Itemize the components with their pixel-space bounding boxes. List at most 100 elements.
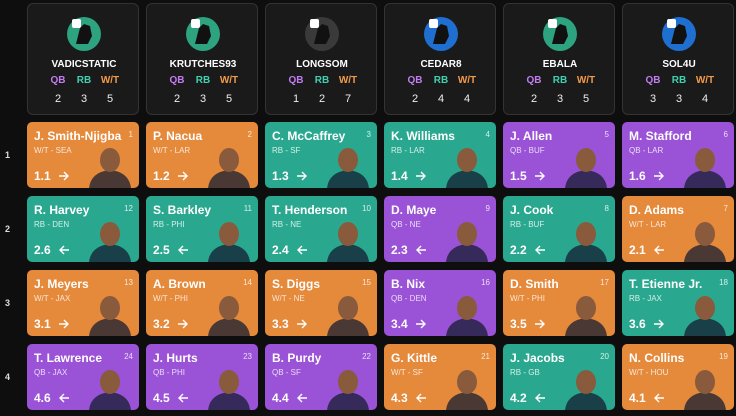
player-body [684,318,726,336]
pick-number: 13 [124,278,133,287]
pick-card[interactable]: T. Lawrence 24 QB - JAX 4.6 [27,344,139,410]
logo-badge [429,19,438,28]
position-count: 3 [556,93,564,105]
pick-label: 2.4 [272,243,289,257]
player-name: T. Lawrence [34,351,103,365]
player-head [100,296,120,320]
player-body [89,318,131,336]
snake-arrow [535,393,545,403]
position-label: W/T [576,75,596,86]
player-photo [89,148,131,188]
player-position-team: RB - SF [272,146,301,155]
player-head [576,148,596,172]
player-head [576,370,596,394]
position-count: 2 [530,93,538,105]
pick-label: 3.2 [153,317,170,331]
player-photo [565,370,607,410]
player-body [565,170,607,188]
pick-card[interactable]: P. Nacua 2 W/T - LAR 1.2 [146,122,258,188]
player-position-team: QB - NE [391,220,421,229]
pick-card[interactable]: T. Henderson 10 RB - NE 2.4 [265,196,377,262]
player-photo [89,370,131,410]
pick-card[interactable]: J. Allen 5 QB - BUF 1.5 [503,122,615,188]
player-position-team: RB - DEN [34,220,70,229]
player-body [684,170,726,188]
pick-card[interactable]: D. Adams 7 W/T - LAR 2.1 [622,196,734,262]
team-logo [305,17,339,51]
position-label: RB [433,75,449,86]
pick-label: 3.5 [510,317,527,331]
pick-label: 1.2 [153,169,170,183]
pick-number: 3 [366,130,371,139]
player-body [684,244,726,262]
pick-card[interactable]: B. Nix 16 QB - DEN 3.4 [384,270,496,336]
pick-card[interactable]: C. McCaffrey 3 RB - SF 1.3 [265,122,377,188]
pick-card[interactable]: R. Harvey 12 RB - DEN 2.6 [27,196,139,262]
logo-figure [314,24,330,44]
pick-number: 21 [481,352,490,361]
pick-card[interactable]: J. Jacobs 20 RB - GB 4.2 [503,344,615,410]
pick-card[interactable]: J. Hurts 23 QB - PHI 4.5 [146,344,258,410]
team-header[interactable]: CEDAR8 QB 2 RB 4 W/T 4 [384,3,496,115]
snake-arrow [59,171,69,181]
team-header[interactable]: VADICSTATIC QB 2 RB 3 W/T 5 [27,3,139,115]
pick-card[interactable]: M. Stafford 6 QB - LAR 1.6 [622,122,734,188]
arrow-path [178,393,188,403]
arrow-path [654,319,664,329]
pick-card[interactable]: A. Brown 14 W/T - PHI 3.2 [146,270,258,336]
team-header[interactable]: EBALA QB 2 RB 3 W/T 5 [503,3,615,115]
arrow-path [654,393,664,403]
player-photo [208,370,250,410]
pick-card[interactable]: S. Diggs 15 W/T - NE 3.3 [265,270,377,336]
position-count: 5 [582,93,590,105]
position-label: W/T [695,75,715,86]
player-photo [327,222,369,262]
pick-card[interactable]: N. Collins 19 W/T - HOU 4.1 [622,344,734,410]
team-name: EBALA [542,59,578,70]
pick-number: 6 [723,130,728,139]
player-head [100,370,120,394]
player-body [446,392,488,410]
player-name: B. Purdy [272,351,322,365]
player-body [327,392,369,410]
position-label: RB [552,75,568,86]
player-photo [565,296,607,336]
position-count: 5 [106,93,114,105]
pick-label: 3.6 [629,317,646,331]
team-name: KRUTCHES93 [169,59,237,70]
arrow-path [416,319,426,329]
player-name: G. Kittle [391,351,438,365]
pick-card[interactable]: J. Smith-Njigba 1 W/T - SEA 1.1 [27,122,139,188]
pick-card[interactable]: S. Barkley 11 RB - PHI 2.5 [146,196,258,262]
player-head [219,148,239,172]
team-name: SOL4U [662,59,696,70]
pick-card[interactable]: B. Purdy 22 QB - SF 4.4 [265,344,377,410]
position-count: 3 [675,93,683,105]
player-head [695,296,715,320]
player-position-team: RB - NE [272,220,302,229]
player-head [100,222,120,246]
pick-label: 1.4 [391,169,408,183]
pick-card[interactable]: K. Williams 4 RB - LAR 1.4 [384,122,496,188]
pick-card[interactable]: G. Kittle 21 W/T - SF 4.3 [384,344,496,410]
pick-card[interactable]: T. Etienne Jr. 18 RB - JAX 3.6 [622,270,734,336]
pick-number: 20 [600,352,609,361]
pick-number: 17 [600,278,609,287]
position-count: 4 [463,93,471,105]
pick-card[interactable]: J. Meyers 13 W/T - JAX 3.1 [27,270,139,336]
player-position-team: W/T - PHI [153,294,188,303]
position-count: 2 [411,93,419,105]
player-position-team: W/T - JAX [34,294,71,303]
player-position-team: W/T - LAR [629,220,667,229]
team-header[interactable]: KRUTCHES93 QB 2 RB 3 W/T 5 [146,3,258,115]
pick-card[interactable]: D. Smith 17 W/T - PHI 3.5 [503,270,615,336]
team-header[interactable]: LONGSOM QB 1 RB 2 W/T 7 [265,3,377,115]
pick-card[interactable]: J. Cook 8 RB - BUF 2.2 [503,196,615,262]
player-position-team: QB - BUF [510,146,545,155]
player-name: J. Smith-Njigba [34,129,122,143]
pick-card[interactable]: D. Maye 9 QB - NE 2.3 [384,196,496,262]
player-body [446,318,488,336]
team-header[interactable]: SOL4U QB 3 RB 3 W/T 4 [622,3,734,115]
snake-arrow [535,245,545,255]
pick-number: 16 [481,278,490,287]
